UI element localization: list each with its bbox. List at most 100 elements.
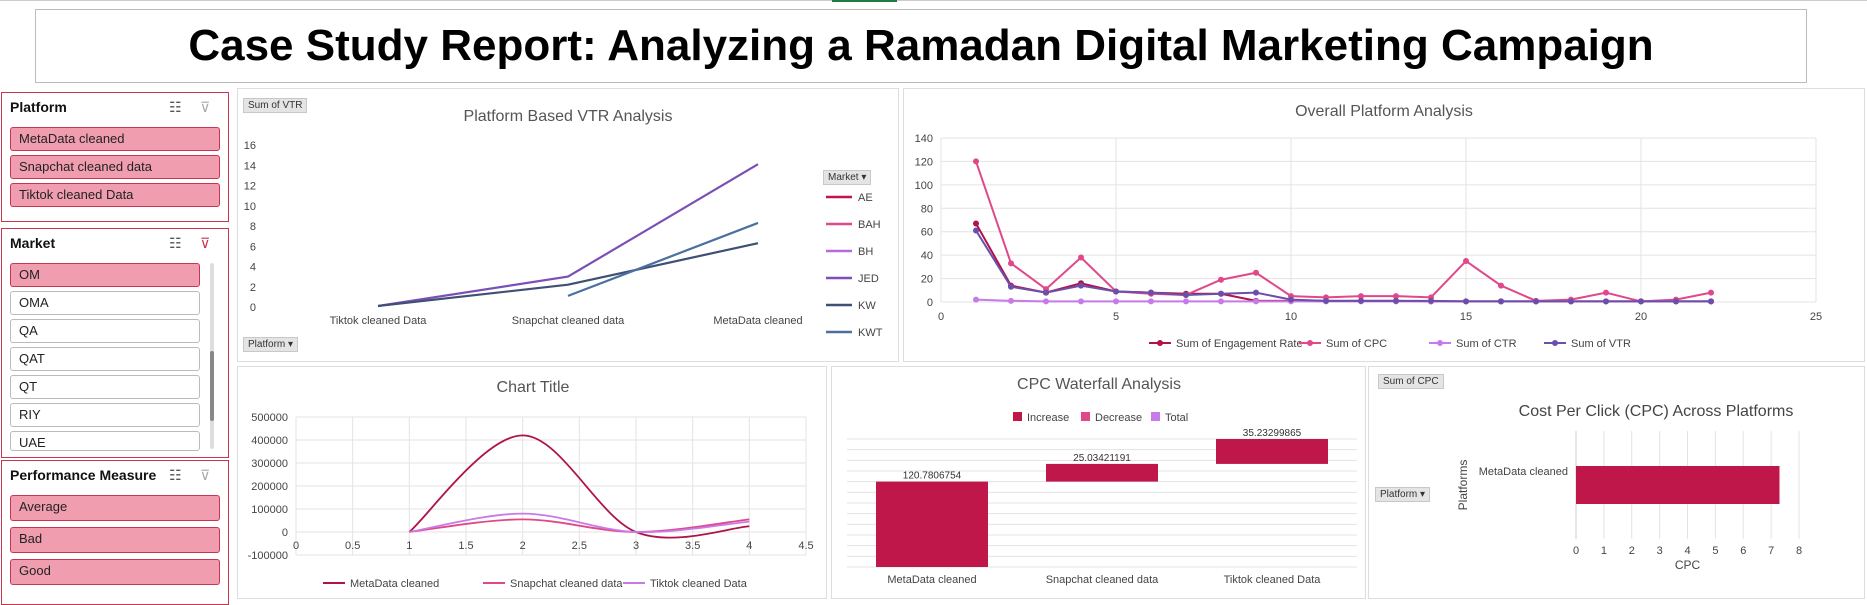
overall-chart: Overall Platform Analysis020406080100120… [915, 103, 1822, 350]
market-scrollbar[interactable] [210, 263, 214, 449]
platform-slicer: Platform ☷ ⊽ MetaData cleaned Snapchat c… [1, 92, 229, 222]
market-slicer-item[interactable]: UAE [10, 431, 200, 451]
market-slicer-item[interactable]: OMA [10, 291, 200, 315]
data-point [1568, 298, 1574, 305]
data-point [973, 296, 979, 303]
data-point [1428, 297, 1434, 304]
x-tick-label: 15 [1460, 311, 1472, 323]
legend-label: Sum of CPC [1326, 338, 1387, 350]
data-point [1078, 254, 1084, 261]
market-slicer-item[interactable]: QAT [10, 347, 200, 371]
x-tick-label: 3 [1657, 545, 1663, 557]
clear-filter-icon[interactable]: ⊽ [200, 99, 211, 115]
legend-label: Decrease [1095, 412, 1142, 424]
multi-select-icon[interactable]: ☷ [169, 235, 182, 251]
y-tick-label: 100 [915, 180, 933, 192]
x-tick-label: Snapchat cleaned data [512, 315, 625, 327]
data-point [1288, 296, 1294, 303]
legend-label: Snapchat cleaned data [510, 578, 623, 590]
clear-filter-icon[interactable]: ⊽ [200, 235, 211, 251]
legend-label: JED [858, 273, 879, 285]
market-slicer-item[interactable]: QA [10, 319, 200, 343]
data-point [1183, 291, 1189, 298]
y-tick-label: 6 [250, 241, 256, 253]
performance-slicer-title: Performance Measure [10, 467, 157, 483]
y-tick-label: 300000 [251, 458, 288, 470]
data-point [973, 220, 979, 227]
axis-field-button[interactable]: Platform ▾ [243, 337, 299, 352]
cpc-chart: Cost Per Click (CPC) Across Platforms 0 1 2… [1456, 403, 1802, 572]
performance-slicer-item[interactable]: Bad [10, 527, 220, 553]
clear-filter-icon[interactable]: ⊽ [200, 467, 211, 483]
x-tick-label: MetaData cleaned [887, 574, 976, 586]
y-tick-label: 14 [244, 160, 256, 172]
performance-slicer-item[interactable]: Average [10, 495, 220, 521]
y-tick-label: 0 [250, 302, 256, 314]
x-tick-label: 8 [1796, 545, 1802, 557]
data-point [1078, 298, 1084, 305]
legend-field-label: Market [828, 172, 859, 183]
active-tab-marker [832, 0, 897, 2]
performance-slicer: Performance Measure ☷ ⊽ Average Bad Good [1, 460, 229, 605]
legend-marker [1437, 340, 1443, 346]
chart-title: Chart Title [497, 379, 570, 396]
multi-select-icon[interactable]: ☷ [169, 467, 182, 483]
market-slicer-item[interactable]: OM [10, 263, 200, 287]
platform-slicer-item[interactable]: Tiktok cleaned Data [10, 183, 220, 207]
platform-slicer-item[interactable]: Snapchat cleaned data [10, 155, 220, 179]
title-box: Case Study Report: Analyzing a Ramadan D… [35, 9, 1807, 83]
legend-swatch [1151, 412, 1160, 421]
legend-label: BH [858, 246, 873, 258]
data-point [1218, 298, 1224, 305]
y-tick-label: 2 [250, 282, 256, 294]
scrollbar-thumb[interactable] [210, 351, 214, 421]
market-slicer-item[interactable]: RIY [10, 403, 200, 427]
x-tick-label: 0.5 [345, 540, 360, 552]
chart-title: CPC Waterfall Analysis [1017, 376, 1181, 393]
chart-title: Overall Platform Analysis [1295, 103, 1473, 120]
y-tick-label: 0 [282, 527, 288, 539]
x-tick-label: MetaData cleaned [713, 315, 802, 327]
x-tick-label: 7 [1768, 545, 1774, 557]
data-point [1323, 297, 1329, 304]
vtr-chart: Platform Based VTR Analysis 0 2 4 6 8 10 12 14 16… [244, 108, 883, 339]
data-point [1498, 298, 1504, 305]
y-tick-label: 60 [921, 227, 933, 239]
legend-marker [1552, 340, 1558, 346]
field-button[interactable]: Sum of CPC [1378, 374, 1444, 389]
y-tick-label: 40 [921, 250, 933, 262]
data-point [1463, 258, 1469, 264]
x-tick-label: 5 [1712, 545, 1718, 557]
legend-label: Increase [1027, 412, 1069, 424]
data-point [1218, 276, 1224, 283]
series-line [567, 221, 759, 297]
performance-slicer-item[interactable]: Good [10, 559, 220, 585]
market-slicer-item[interactable]: QT [10, 375, 200, 399]
chart-title: Platform Based VTR Analysis [464, 108, 673, 125]
legend-label: Total [1165, 412, 1188, 424]
data-point [1393, 293, 1399, 300]
series-line [975, 230, 1711, 303]
y-tick-label: 80 [921, 203, 933, 215]
legend-swatch [1081, 412, 1090, 421]
platform-slicer-title: Platform [10, 99, 67, 115]
data-point [1008, 283, 1014, 290]
x-tick-label: Tiktok cleaned Data [1224, 574, 1322, 586]
series-line [975, 161, 1712, 303]
axis-field-button[interactable]: Platform ▾ [1375, 487, 1431, 502]
field-button[interactable]: Sum of VTR [243, 98, 308, 113]
y-tick-label: -100000 [248, 550, 288, 562]
x-tick-label: 1.5 [458, 540, 473, 552]
legend-field-button[interactable]: Market ▾ [823, 170, 872, 185]
data-point [1043, 289, 1049, 296]
x-tick-label: 0 [293, 540, 299, 552]
data-point [1078, 282, 1084, 289]
data-label: 35.23299865 [1243, 428, 1302, 439]
platform-slicer-item[interactable]: MetaData cleaned [10, 127, 220, 151]
y-axis-label: Platforms [1456, 460, 1470, 511]
market-slicer-title: Market [10, 235, 56, 251]
y-tick-label: 120 [915, 156, 933, 168]
multi-select-icon[interactable]: ☷ [169, 99, 182, 115]
y-tick-label: 10 [244, 201, 256, 213]
waterfall-bar [876, 481, 988, 567]
